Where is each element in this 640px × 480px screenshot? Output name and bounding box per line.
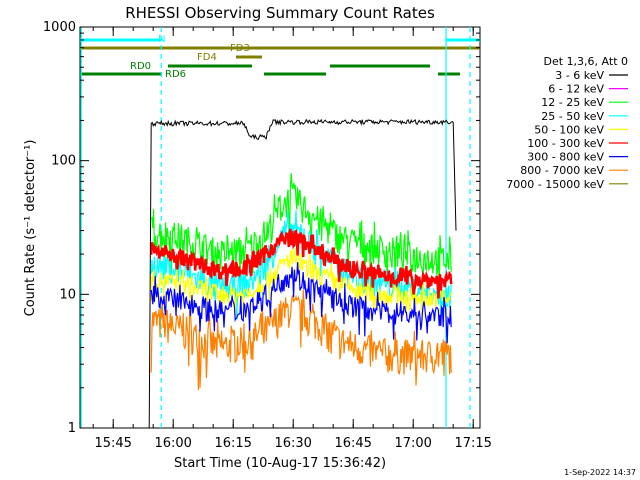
- flag-bar-label: FD3: [230, 43, 250, 54]
- legend-entry-label: 300 - 800 keV: [527, 151, 604, 164]
- x-axis-label: Start Time (10-Aug-17 15:36:42): [174, 456, 386, 471]
- y-tick-label: 100: [51, 154, 76, 169]
- legend-title: Det 1,3,6, Att 0: [544, 55, 628, 68]
- legend-entry-label: 6 - 12 keV: [548, 83, 604, 96]
- axes: 1 10 100 1000 15:45 16:00 16:15 16:30 16:45 17:00…: [43, 20, 492, 451]
- series-line: [149, 228, 453, 299]
- y-tick-label: 1: [68, 421, 76, 436]
- series-line: [150, 242, 452, 322]
- series-line: [150, 262, 452, 344]
- y-tick-label: 10: [59, 287, 76, 302]
- legend-entry-label: 12 - 25 keV: [541, 96, 604, 109]
- series-layer: [148, 118, 457, 429]
- chart-title: RHESSI Observing Summary Count Rates: [125, 4, 435, 22]
- legend-entry-label: 7000 - 15000 keV: [506, 178, 604, 191]
- timestamp: 1-Sep-2022 14:37: [564, 468, 636, 477]
- y-tick-label: 1000: [43, 20, 76, 35]
- series-line: [148, 118, 457, 429]
- x-tick-label: 17:15: [454, 436, 491, 451]
- x-tick-label: 16:30: [274, 436, 311, 451]
- series-line: [150, 210, 452, 321]
- x-tick-label: 16:15: [214, 436, 251, 451]
- legend-entry-label: 800 - 7000 keV: [520, 164, 604, 177]
- x-tick-label: 16:00: [154, 436, 191, 451]
- flag-bar-label: RD0: [130, 61, 151, 72]
- flag-bars: NFD3FD4RD0RD6: [80, 34, 480, 80]
- vertical-markers: [80, 27, 471, 428]
- x-tick-label: 17:00: [394, 436, 431, 451]
- plot-border: [79, 26, 481, 429]
- legend-entry-label: 100 - 300 keV: [527, 137, 604, 150]
- legend-entry-label: 50 - 100 keV: [534, 123, 604, 136]
- legend-entry-label: 25 - 50 keV: [541, 110, 604, 123]
- x-tick-label: 16:45: [334, 436, 371, 451]
- x-tick-label: 15:45: [94, 436, 131, 451]
- flag-bar-label: RD6: [165, 69, 186, 80]
- series-line: [150, 289, 452, 391]
- flag-bar-label: FD4: [197, 52, 217, 63]
- y-axis-label: Count Rate (s⁻¹ detector⁻¹): [23, 140, 38, 317]
- legend-entry-label: 3 - 6 keV: [555, 69, 604, 82]
- plot-frame: [79, 26, 481, 429]
